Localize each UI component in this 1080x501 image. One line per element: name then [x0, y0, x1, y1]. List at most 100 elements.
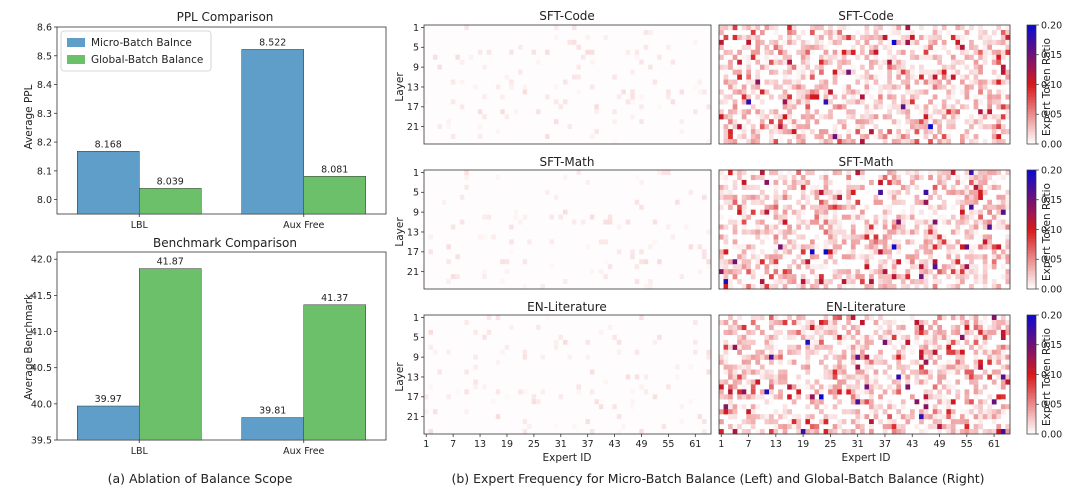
- heatmap-0-left-cell: [693, 99, 698, 105]
- heatmap-1-right-cell: [850, 189, 856, 195]
- heatmap-1-left-cell: [693, 229, 698, 235]
- heatmap-1-left-cell: [652, 179, 658, 186]
- heatmap-1-left-cell: [630, 199, 635, 205]
- heatmap-0-right-cell: [882, 34, 888, 41]
- heatmap-1-left-cell: [450, 244, 456, 250]
- heatmap-0-right-cell: [750, 25, 756, 31]
- heatmap-0-right-cell: [978, 69, 983, 75]
- heatmap-0-left-cell: [576, 109, 582, 115]
- heatmap-0-left-cell: [455, 29, 461, 36]
- heatmap-1-left-cell: [612, 244, 618, 250]
- heatmap-1-left-cell: [643, 284, 649, 290]
- heatmap-0-left-cell: [612, 139, 618, 145]
- heatmap-0-left-cell: [661, 124, 667, 130]
- heatmap-1-left-cell: [702, 249, 707, 255]
- heatmap-0-right-cell: [859, 114, 865, 120]
- heatmap-0-left-cell: [607, 89, 613, 95]
- heatmap-1-left-cell: [527, 209, 532, 215]
- heatmap-1-left-cell: [563, 254, 568, 260]
- ppl-legend-box: [60, 30, 212, 72]
- heatmap-0-left-cell: [464, 94, 470, 100]
- heatmap-1-right-cell: [919, 244, 924, 250]
- heatmap-1-right-cell: [773, 254, 779, 260]
- heatmap-0-left-cell: [580, 49, 586, 55]
- heatmap-1-right-cell: [819, 204, 824, 210]
- heatmap-1-left-cell: [455, 199, 461, 205]
- heatmap-0-left-cell: [648, 25, 653, 31]
- heatmap-1-right-cell: [882, 224, 888, 230]
- heatmap-1-left-cell: [652, 189, 658, 195]
- heatmap-1-left-cell: [585, 194, 591, 200]
- heatmap-0-left-cell: [612, 104, 618, 110]
- heatmap-1-right-cell: [955, 284, 961, 290]
- heatmap-0-right-cell: [837, 64, 842, 70]
- colorbar-0-segment: [1027, 60, 1036, 64]
- heatmap-1-left-cell: [531, 254, 537, 260]
- heatmap-1-left-cell: [607, 199, 613, 205]
- heatmap-1-right-cell: [837, 269, 842, 275]
- heatmap-0-left-cell: [540, 89, 546, 95]
- heatmap-0-left-cell: [549, 99, 555, 105]
- heatmap-0-left-cell: [450, 74, 456, 80]
- heatmap-0-left-cell: [450, 59, 456, 65]
- heatmap-1-right-cell: [905, 194, 911, 200]
- heatmap-0-left-cell: [424, 99, 429, 105]
- heatmap-0-left-cell: [545, 99, 550, 105]
- heatmap-1-left-cell: [580, 244, 586, 250]
- heatmap-0-right-cell: [891, 119, 897, 125]
- heatmap-1-left-cell: [598, 274, 604, 280]
- benchmark-xtick-label: Aux Free: [283, 446, 324, 457]
- heatmap-1-left-cell: [688, 279, 694, 285]
- heatmap-0-left-cell: [437, 34, 443, 41]
- heatmap-0-right-cell: [905, 134, 911, 140]
- heatmap-0-left-cell: [428, 119, 434, 125]
- heatmap-0-left-cell: [639, 119, 644, 125]
- heatmap-0-right-cell: [932, 39, 938, 46]
- heatmap-0-right-cell: [759, 39, 765, 46]
- heatmap-1-left-cell: [500, 234, 505, 240]
- heatmap-0-right-cell: [778, 44, 783, 50]
- heatmap-0-right-cell: [950, 64, 956, 70]
- heatmap-1-left-cell: [477, 239, 483, 245]
- heatmap-1-left-cell: [424, 194, 429, 200]
- heatmap-1-left-cell: [643, 244, 649, 250]
- heatmap-1-left-cell: [500, 179, 505, 186]
- heatmap-0-left-cell: [432, 139, 438, 145]
- heatmap-1-left-cell: [616, 214, 622, 220]
- heatmap-1-right-cell: [873, 199, 879, 205]
- heatmap-1-left-cell: [545, 214, 550, 220]
- heatmap-0-right-cell: [787, 25, 792, 31]
- heatmap-1-right-cell: [782, 244, 788, 250]
- heatmap-0-left-cell: [486, 59, 492, 65]
- heatmap-0-left-cell: [567, 139, 573, 145]
- heatmap-0-right-cell: [719, 54, 724, 60]
- heatmap-1-left-cell: [446, 264, 452, 270]
- heatmap-1-left-cell: [518, 224, 523, 230]
- heatmap-0-left-cell: [634, 59, 640, 65]
- heatmap-1-left-cell: [563, 274, 568, 280]
- heatmap-0-right-cell: [1005, 129, 1011, 135]
- heatmap-0-right-cell: [723, 64, 729, 70]
- heatmap-1-left-cell: [504, 174, 510, 181]
- heatmap-0-left-cell: [554, 39, 559, 46]
- heatmap-1-left-cell: [536, 170, 541, 176]
- heatmap-0-left-cell: [500, 84, 505, 90]
- heatmap-0-left-cell: [459, 104, 465, 110]
- heatmap-0-right-cell: [814, 59, 820, 65]
- heatmap-0-left-cell: [688, 59, 694, 65]
- heatmap-0-left-cell: [585, 59, 591, 65]
- heatmap-0-right-cell: [946, 119, 952, 125]
- heatmap-0-left-cell: [688, 64, 694, 70]
- heatmap-0-left-cell: [567, 129, 573, 135]
- heatmap-1-left-cell: [446, 249, 452, 255]
- heatmap-1-left-cell: [549, 234, 555, 240]
- heatmap-0-right-cell: [719, 64, 724, 70]
- heatmap-1-left-cell: [500, 264, 505, 270]
- heatmap-1-left-cell: [706, 224, 712, 230]
- heatmap-0-left-cell: [630, 49, 635, 55]
- heatmap-0-left-cell: [468, 79, 474, 85]
- heatmap-0-left-cell: [424, 29, 429, 36]
- heatmap-0-right-cell: [900, 69, 906, 75]
- heatmap-1-left-cell: [621, 209, 626, 215]
- heatmap-0-left-cell: [675, 84, 680, 90]
